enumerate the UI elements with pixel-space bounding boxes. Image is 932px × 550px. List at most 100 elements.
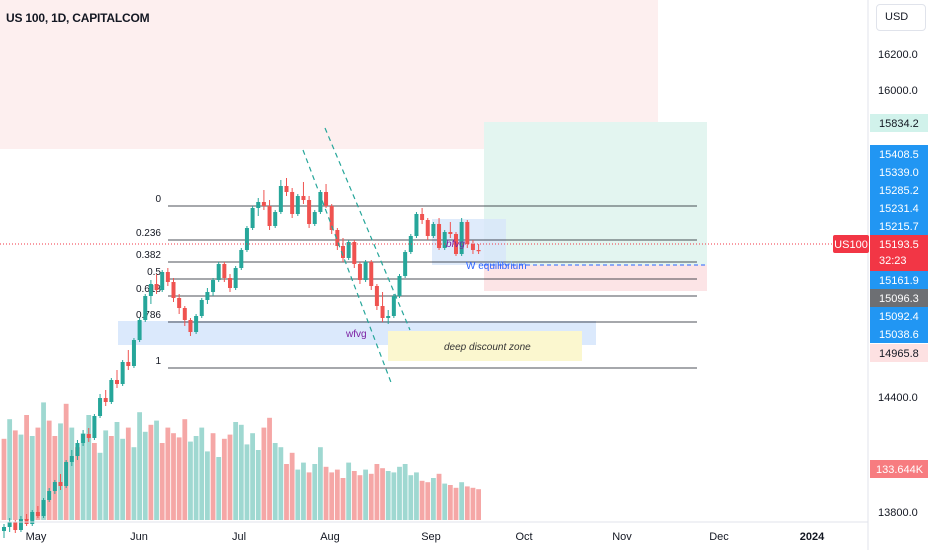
candle xyxy=(69,450,74,466)
candle xyxy=(81,430,86,446)
candle xyxy=(41,498,46,518)
candle-body xyxy=(357,264,362,280)
candle xyxy=(420,208,425,224)
volume-bar xyxy=(18,434,24,520)
volume-bar xyxy=(397,466,402,520)
fib-label: 0.618 xyxy=(136,284,161,295)
price-tag-bg xyxy=(870,271,928,289)
candle-body xyxy=(312,212,317,224)
volume-bar xyxy=(165,427,171,520)
candle-body xyxy=(109,380,114,402)
price-tag-label: 15408.5 xyxy=(879,149,919,161)
symbol-badge-bg xyxy=(833,235,869,253)
candle-body xyxy=(35,512,40,516)
volume-bar xyxy=(346,462,352,520)
candle-body xyxy=(75,443,80,456)
candle-body xyxy=(154,284,159,290)
volume-bar xyxy=(29,436,35,520)
volume-bar xyxy=(425,482,431,520)
volume-bar xyxy=(137,412,142,520)
fib-label: 0.236 xyxy=(136,228,161,239)
candle xyxy=(363,260,368,282)
price-tag-bg xyxy=(870,325,928,343)
volume-bar xyxy=(419,480,425,520)
price-tag: 15339.0 xyxy=(870,163,928,181)
price-tag: 15215.7 xyxy=(870,217,928,235)
candle-body xyxy=(171,282,176,298)
symbol-title[interactable]: US 100, 1D, CAPITALCOM xyxy=(6,11,150,25)
volume-bar xyxy=(453,487,459,520)
candle xyxy=(98,394,103,418)
candle-body xyxy=(92,416,97,438)
candle xyxy=(329,204,334,234)
deep-discount-zone xyxy=(388,331,582,361)
candle xyxy=(148,280,153,304)
candle xyxy=(273,210,278,228)
price-tag-bg xyxy=(870,199,928,217)
candle-body xyxy=(52,482,57,491)
candle xyxy=(465,220,470,248)
fibonacci-retracement[interactable]: 0 0.236 0.382 0.5 0.618 0.786 1 xyxy=(136,194,697,369)
volume-bar xyxy=(385,471,391,520)
candle xyxy=(199,298,204,318)
price-tag-label: 15193.5 xyxy=(879,239,919,251)
candle xyxy=(380,292,385,322)
symbol-badge: US100 xyxy=(834,239,868,251)
volume-bar xyxy=(363,469,368,520)
volume-tag-bg xyxy=(870,460,928,478)
volume-bar xyxy=(108,436,114,520)
candle-body xyxy=(250,208,255,228)
volume-bar xyxy=(295,469,301,520)
candle-body xyxy=(261,202,266,206)
volume-bar xyxy=(75,447,80,520)
candle-body xyxy=(290,192,295,214)
volume-bar xyxy=(318,447,323,520)
candle xyxy=(18,516,23,532)
price-tag: 15193.5 32:23 US100 xyxy=(833,235,928,271)
candle xyxy=(75,440,80,460)
candle xyxy=(115,370,119,388)
price-tag-label: 15285.2 xyxy=(879,185,919,197)
price-tag-label: 15215.7 xyxy=(879,221,919,233)
candle xyxy=(346,240,351,260)
candle-body xyxy=(2,527,6,531)
annotation-wfvg: wfvg xyxy=(345,329,367,340)
candle-body xyxy=(324,192,329,206)
candle xyxy=(261,190,266,210)
candle-body xyxy=(363,262,368,280)
volume-bar xyxy=(221,438,227,520)
candle-body xyxy=(448,232,453,234)
volume-bar xyxy=(267,417,272,520)
candle-body xyxy=(465,222,470,244)
candle xyxy=(2,524,6,538)
x-tick-label: Jun xyxy=(130,531,148,543)
candle-body xyxy=(278,186,283,212)
volume-bar xyxy=(193,436,199,520)
candle xyxy=(374,284,379,310)
volume-bar xyxy=(408,475,414,520)
candle xyxy=(476,244,481,254)
candle-body xyxy=(188,320,193,332)
candle-body xyxy=(18,519,23,530)
volume-bar xyxy=(58,423,63,520)
annotation-bfvg: bfvg xyxy=(446,239,465,250)
price-tag-label: 15161.9 xyxy=(879,275,919,287)
volume-bar xyxy=(7,419,13,520)
volume-bar xyxy=(323,466,329,520)
volume-bar xyxy=(244,444,250,520)
candle xyxy=(86,428,91,442)
currency-button[interactable]: USD xyxy=(876,4,926,31)
candle xyxy=(431,222,436,238)
long-position-target-zone xyxy=(484,122,707,265)
candle-body xyxy=(58,482,63,486)
time-axis[interactable]: May Jun Jul Aug Sep Oct Nov Dec 2024 xyxy=(26,531,826,543)
candle-body xyxy=(244,228,249,250)
price-tag-bg xyxy=(870,235,928,271)
volume-bar xyxy=(431,478,436,520)
volume-bar xyxy=(69,427,75,520)
candle xyxy=(35,506,40,518)
volume-bar xyxy=(131,447,137,520)
candle-body xyxy=(284,186,289,192)
candle xyxy=(131,338,136,368)
